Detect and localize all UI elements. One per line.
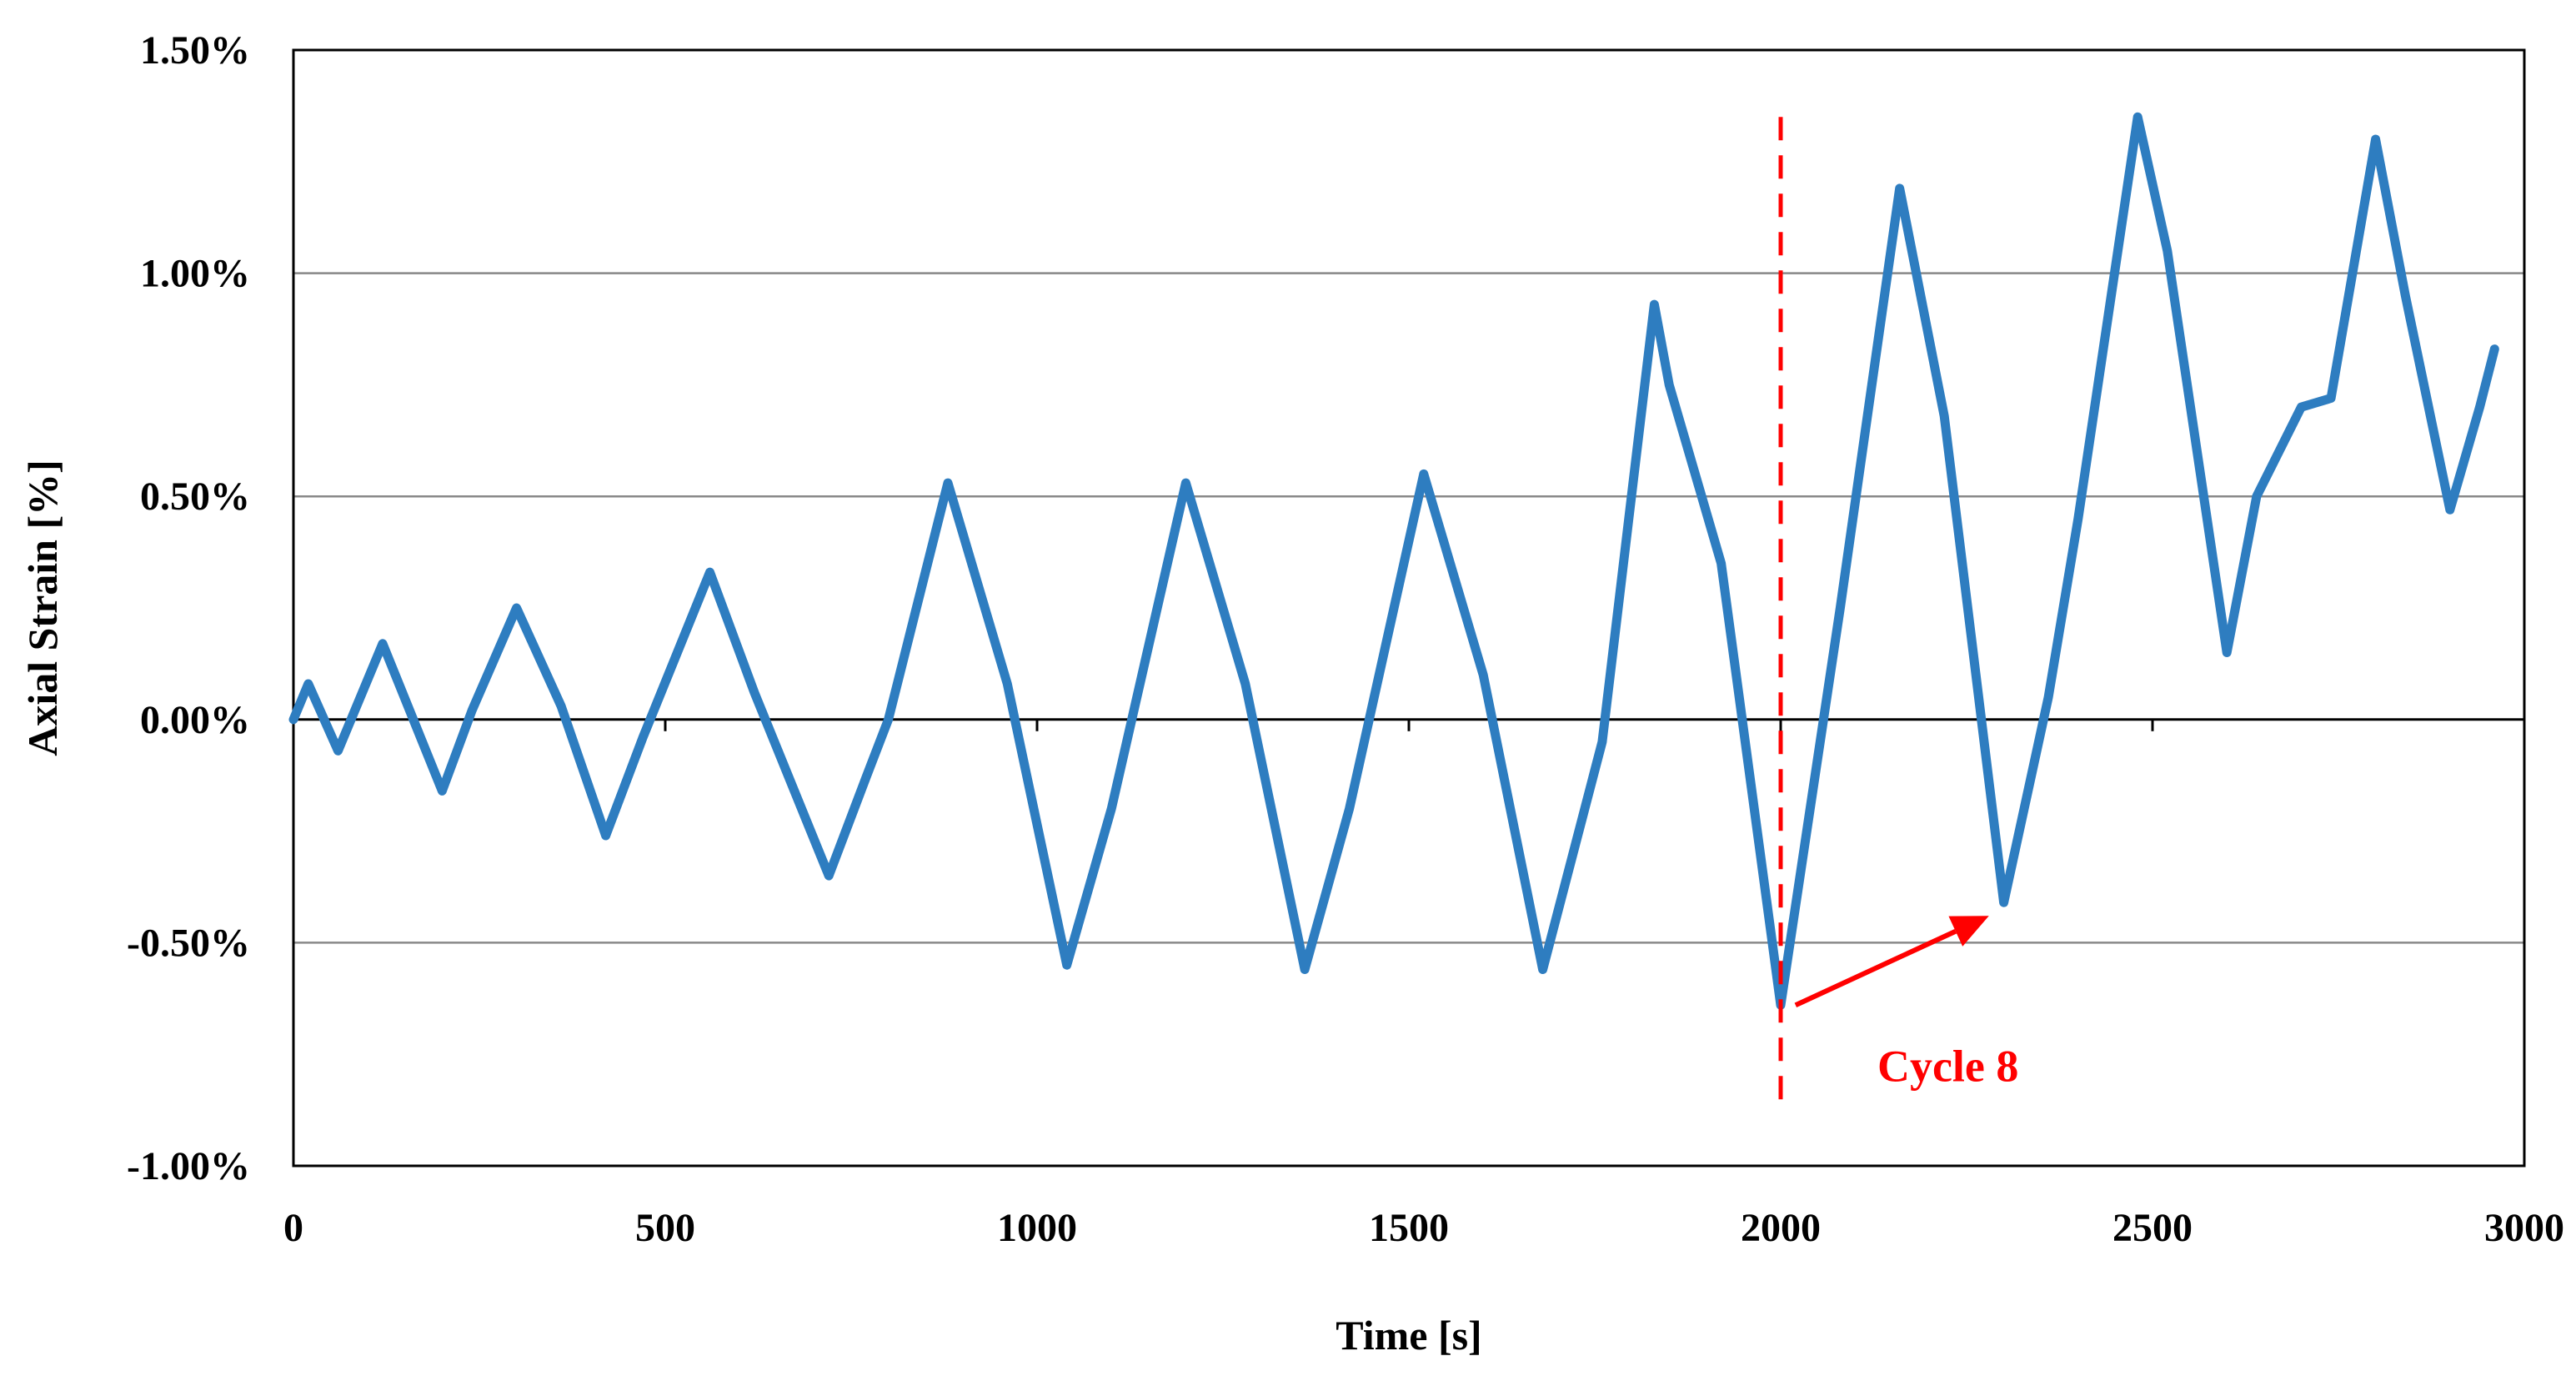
x-tick-label: 3000 <box>2484 1206 2564 1250</box>
y-tick-label: 0.00% <box>140 698 250 742</box>
x-tick-label: 2500 <box>2112 1206 2193 1250</box>
x-tick-marks <box>292 719 2526 731</box>
cycle-8-label: Cycle 8 <box>1877 1041 2018 1091</box>
cycle-8-arrow <box>1794 929 1957 1008</box>
x-tick-label: 1500 <box>1369 1206 1449 1250</box>
y-tick-labels: -1.00% -0.50% 0.00% 0.50% 1.00% 1.50% <box>127 28 250 1188</box>
x-tick-label: 500 <box>635 1206 695 1250</box>
y-tick-label: 0.50% <box>140 475 250 519</box>
y-tick-label: -0.50% <box>127 921 250 965</box>
x-tick-label: 2000 <box>1741 1206 1821 1250</box>
y-tick-label: 1.00% <box>140 252 250 296</box>
x-axis-title: Time [s] <box>1336 1312 1481 1358</box>
y-tick-label: 1.50% <box>140 28 250 73</box>
cycle-8-arrowhead <box>1948 916 1989 947</box>
x-tick-labels: 0 500 1000 1500 2000 2500 3000 <box>283 1206 2564 1250</box>
x-tick-label: 1000 <box>997 1206 1077 1250</box>
series-layer <box>288 112 2499 1010</box>
grid-lines <box>293 272 2524 944</box>
x-tick-label: 0 <box>283 1206 303 1250</box>
y-tick-label: -1.00% <box>127 1144 250 1188</box>
plot-area-frame <box>292 48 2526 1168</box>
series-line-axial-strain <box>288 112 2499 1010</box>
y-axis-title: Axial Strain [%] <box>19 459 66 756</box>
